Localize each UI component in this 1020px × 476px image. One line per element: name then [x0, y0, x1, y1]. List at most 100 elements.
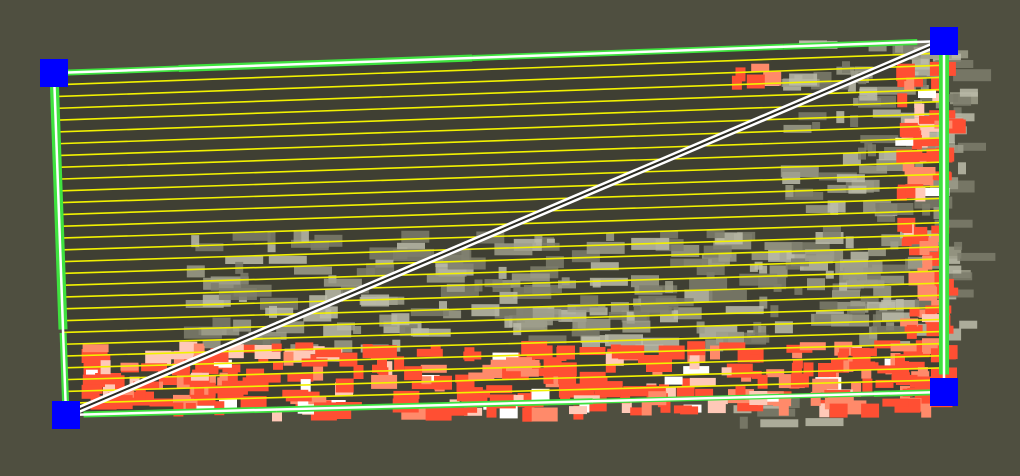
- noise-pixel: [586, 241, 625, 254]
- noise-pixel: [943, 265, 962, 274]
- corner-handle-bottom-right[interactable]: [930, 378, 958, 406]
- heat-pixel: [917, 367, 928, 375]
- noise-pixel: [770, 305, 779, 318]
- noise-pixel: [868, 144, 876, 157]
- noise-pixel: [934, 219, 973, 228]
- grid-line: [60, 233, 945, 263]
- grid-line: [59, 197, 945, 228]
- heat-pixel: [909, 308, 920, 317]
- noise-pixel: [882, 312, 910, 321]
- grid-line: [61, 258, 945, 287]
- noise-pixel: [572, 318, 611, 331]
- noise-pixel: [410, 308, 449, 317]
- heat-pixel: [416, 348, 443, 357]
- heat-pixel: [641, 401, 652, 416]
- heat-pixel: [569, 406, 587, 415]
- heat-pixel: [520, 368, 539, 377]
- heat-pixel: [141, 363, 168, 372]
- heat-pixel: [904, 347, 930, 356]
- heat-pixel: [689, 377, 716, 386]
- heat-pixel: [819, 403, 830, 418]
- heat-pixel: [904, 76, 915, 91]
- noise-pixel: [953, 69, 992, 82]
- noise-pixel: [867, 248, 886, 257]
- corner-handle-top-left[interactable]: [40, 59, 68, 87]
- heat-pixel: [923, 188, 950, 196]
- noise-pixel: [590, 262, 619, 271]
- noise-pixel: [248, 331, 287, 340]
- heat-pixel: [449, 407, 468, 416]
- heat-pixel: [928, 237, 939, 252]
- noise-pixel: [749, 263, 758, 272]
- heat-pixel: [543, 369, 554, 384]
- noise-pixel: [878, 152, 907, 161]
- noise-pixel: [805, 205, 834, 214]
- noise-pixel: [210, 282, 219, 291]
- heat-pixel: [513, 394, 524, 403]
- heat-pixel: [493, 395, 512, 404]
- noise-pixel: [713, 241, 752, 250]
- noise-pixel: [673, 307, 702, 320]
- heat-pixel: [208, 366, 219, 375]
- grid-line: [63, 306, 945, 334]
- heat-pixel: [372, 364, 382, 373]
- heat-pixel: [862, 378, 873, 393]
- heat-pixel: [911, 371, 930, 380]
- noise-pixel: [567, 304, 606, 313]
- heat-pixel: [918, 90, 936, 98]
- heat-pixel: [513, 360, 540, 368]
- noise-pixel: [959, 320, 978, 329]
- grid-line: [63, 318, 945, 346]
- heat-pixel: [803, 362, 814, 377]
- heat-pixel: [719, 342, 746, 351]
- noise-pixel: [639, 285, 678, 294]
- noise-pixel: [293, 230, 302, 243]
- noise-pixel: [443, 310, 462, 319]
- noise-pixel: [225, 256, 264, 264]
- noise-pixel: [376, 296, 405, 305]
- heat-pixel: [581, 377, 608, 392]
- noise-pixel: [212, 317, 231, 330]
- noise-pixel: [944, 272, 973, 281]
- heat-pixel: [895, 137, 914, 146]
- heat-pixel: [746, 74, 765, 89]
- heat-pixel: [524, 401, 535, 416]
- heat-pixel: [891, 374, 918, 383]
- grid-line: [58, 185, 945, 216]
- noise-pixel: [310, 242, 329, 251]
- heat-pixel: [467, 404, 478, 413]
- noise-pixel: [323, 278, 362, 287]
- noise-pixel: [953, 93, 972, 106]
- corner-handle-bottom-left[interactable]: [52, 401, 80, 429]
- noise-pixel: [739, 416, 748, 429]
- heat-pixel: [301, 358, 328, 367]
- noise-pixel: [689, 277, 728, 290]
- heat-pixel: [531, 407, 558, 422]
- noise-pixel: [186, 265, 205, 278]
- corner-handle-top-right[interactable]: [930, 27, 958, 55]
- noise-pixel: [850, 115, 859, 127]
- noise-pixel: [494, 306, 533, 319]
- heat-pixel: [786, 344, 813, 353]
- noise-pixel: [410, 328, 429, 337]
- heat-pixel: [246, 368, 265, 383]
- corner-handles[interactable]: [40, 27, 958, 429]
- heat-pixel: [185, 403, 196, 411]
- heat-pixel: [335, 378, 354, 393]
- noise-pixel: [858, 147, 866, 160]
- heat-pixel: [425, 406, 452, 421]
- heat-pixel: [799, 342, 826, 351]
- noise-pixel: [492, 284, 511, 292]
- heat-pixel: [757, 374, 768, 389]
- grid-line: [62, 282, 945, 310]
- heat-pixel: [646, 358, 672, 372]
- outline-left: [52, 72, 68, 416]
- noise-pixel: [795, 188, 814, 197]
- noise-pixel: [737, 231, 756, 240]
- heat-pixel: [283, 351, 294, 366]
- heat-pixel: [158, 377, 177, 385]
- noise-pixel: [758, 325, 767, 338]
- noise-pixel: [499, 291, 518, 304]
